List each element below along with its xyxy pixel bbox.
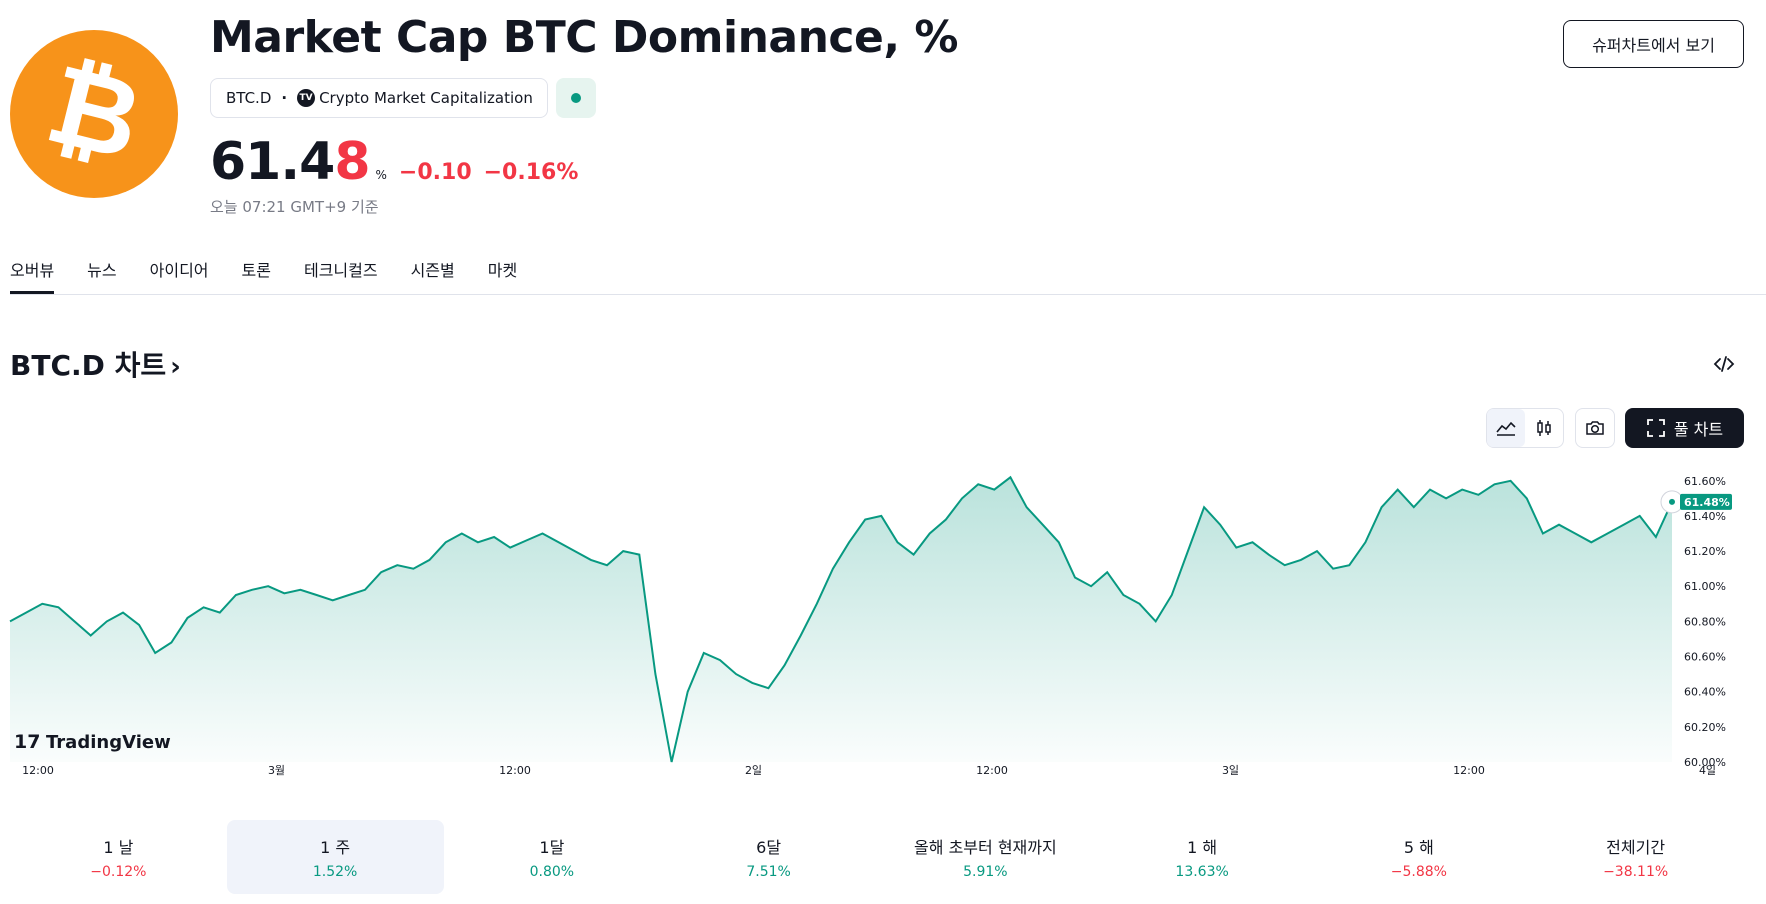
area-style-button[interactable] [1487, 409, 1525, 447]
y-tick-label: 61.00% [1684, 580, 1726, 593]
area-chart-icon [1496, 421, 1516, 436]
open-supercharts-button[interactable]: 슈퍼차트에서 보기 [1563, 20, 1744, 68]
period-button[interactable]: 1 해 13.63% [1094, 820, 1311, 894]
tab-item[interactable]: 아이디어 [149, 261, 209, 280]
tradingview-icon: TV [297, 89, 316, 107]
period-button[interactable]: 올해 초부터 현재까지 5.91% [877, 820, 1094, 894]
period-label: 1 날 [103, 838, 134, 857]
tab-item[interactable]: 토론 [241, 261, 271, 280]
x-tick-label: 3월 [268, 764, 285, 777]
chart-style-toggle [1486, 408, 1564, 448]
last-value-dot [1669, 498, 1675, 505]
period-label: 5 해 [1403, 838, 1434, 857]
tab-divider [10, 294, 1766, 295]
page-title: Market Cap BTC Dominance, % [210, 12, 958, 63]
period-label: 1 해 [1187, 838, 1218, 857]
x-axis: 12:003월12:002일12:003일12:004일12:005일12:00… [22, 763, 1716, 777]
separator-dot: · [281, 89, 288, 107]
y-tick-label: 60.60% [1684, 651, 1726, 664]
last-value-badge [1680, 493, 1732, 510]
tab-bar: 오버뷰 뉴스 아이디어 토론 테크니컬즈 시즌별 마켓 [10, 258, 550, 294]
y-tick-label: 61.40% [1684, 510, 1726, 523]
market-status-indicator[interactable] [556, 78, 596, 118]
tradingview-watermark-text: TradingView [46, 732, 171, 753]
price-timestamp: 오늘 07:21 GMT+9 기준 [210, 198, 379, 216]
camera-icon [1586, 421, 1604, 435]
symbol-ticker: BTC.D [226, 89, 272, 107]
period-change-value: 7.51% [746, 864, 791, 880]
y-tick-label: 61.60% [1684, 475, 1726, 488]
tab-item[interactable]: 시즌별 [410, 261, 455, 280]
y-tick-label: 60.20% [1684, 721, 1726, 734]
period-label: 6달 [756, 838, 782, 857]
period-button[interactable]: 5 해 −5.88% [1311, 820, 1528, 894]
tab-item[interactable]: 오버뷰 [10, 258, 55, 294]
period-change-value: 0.80% [529, 864, 575, 880]
period-change-value: −5.88% [1390, 864, 1447, 880]
period-button[interactable]: 6달 7.51% [660, 820, 877, 894]
y-tick-label: 60.80% [1684, 615, 1726, 628]
period-button[interactable]: 1 날 −0.12% [10, 820, 227, 894]
period-label: 올해 초부터 현재까지 [914, 838, 1057, 857]
period-performance-bar: 1 날 −0.12% 1 주 1.52% 1달 0.80% 6달 7.51% 올해 초부터 현재… [10, 820, 1744, 894]
symbol-pill[interactable]: BTC.D · TV Crypto Market Capitalization [210, 78, 548, 118]
price-block: 61.4 8 % −0.10 −0.16% [210, 132, 590, 192]
tab-item[interactable]: 마켓 [487, 261, 518, 280]
tradingview-logo-icon: 17 [14, 731, 40, 753]
candle-style-button[interactable] [1525, 409, 1563, 447]
chevron-right-icon: › [170, 352, 181, 382]
period-label: 전체기간 [1606, 838, 1666, 857]
chart-heading[interactable]: BTC.D 차트 › [10, 344, 181, 384]
full-chart-label: 풀 차트 [1673, 420, 1724, 439]
chart-plot-area [9, 475, 1673, 763]
symbol-source: Crypto Market Capitalization [319, 89, 533, 107]
y-tick-label: 60.00% [1684, 756, 1726, 769]
area-fill [10, 477, 1672, 762]
price-line [9, 475, 1673, 763]
price-chart[interactable]: 61.60% 61.40% 61.20% 61.00% 60.80% 60.60% 60.4… [0, 462, 1766, 792]
x-tick-label: 12:00 [976, 764, 1008, 777]
x-tick-label: 12:00 [22, 764, 54, 777]
period-change-value: −0.12% [90, 864, 147, 880]
price-unit: % [375, 168, 387, 182]
period-label: 1달 [539, 838, 565, 857]
x-tick-label: 4일 [1699, 763, 1716, 777]
period-change-value: 13.63% [1175, 864, 1229, 880]
fullscreen-icon [1646, 419, 1665, 437]
period-change-value: −38.11% [1603, 864, 1669, 880]
bitcoin-icon: ₿ [36, 39, 154, 185]
y-tick-label: 61.20% [1684, 545, 1726, 558]
price-last-digit: 8 [334, 132, 370, 192]
period-change-value: 1.52% [312, 864, 358, 880]
period-label: 1 주 [320, 838, 351, 857]
period-button[interactable]: 1 주 1.52% [226, 820, 444, 894]
period-change-value: 5.91% [963, 864, 1008, 880]
price-change-pct: −0.16% [483, 160, 579, 185]
tradingview-watermark[interactable]: 17 TradingView [14, 731, 171, 753]
status-dot-icon [571, 93, 581, 103]
x-tick-label: 2일 [745, 763, 762, 777]
price-change-abs: −0.10 [398, 160, 472, 185]
tab-item[interactable]: 테크니컬즈 [303, 261, 378, 280]
period-button[interactable]: 전체기간 −38.11% [1527, 820, 1744, 894]
x-tick-label: 12:00 [499, 764, 531, 777]
x-tick-label: 12:00 [1453, 764, 1485, 777]
full-chart-button[interactable]: 풀 차트 [1625, 408, 1744, 448]
embed-code-icon[interactable] [1712, 352, 1736, 376]
last-value-label: 61.48% [1684, 496, 1730, 509]
y-axis: 61.60% 61.40% 61.20% 61.00% 60.80% 60.60% 60.4… [1660, 475, 1732, 769]
x-tick-label: 3일 [1222, 763, 1239, 777]
price-main: 61.4 [210, 132, 335, 192]
tab-item[interactable]: 뉴스 [87, 261, 117, 280]
svg-text:₿: ₿ [36, 39, 154, 185]
period-button[interactable]: 1달 0.80% [444, 820, 661, 894]
candlestick-icon [1537, 420, 1551, 436]
chart-heading-label: BTC.D 차트 [10, 349, 167, 382]
snapshot-button[interactable] [1575, 408, 1615, 448]
y-tick-label: 60.40% [1684, 686, 1726, 699]
bitcoin-logo: ₿ [10, 30, 178, 198]
